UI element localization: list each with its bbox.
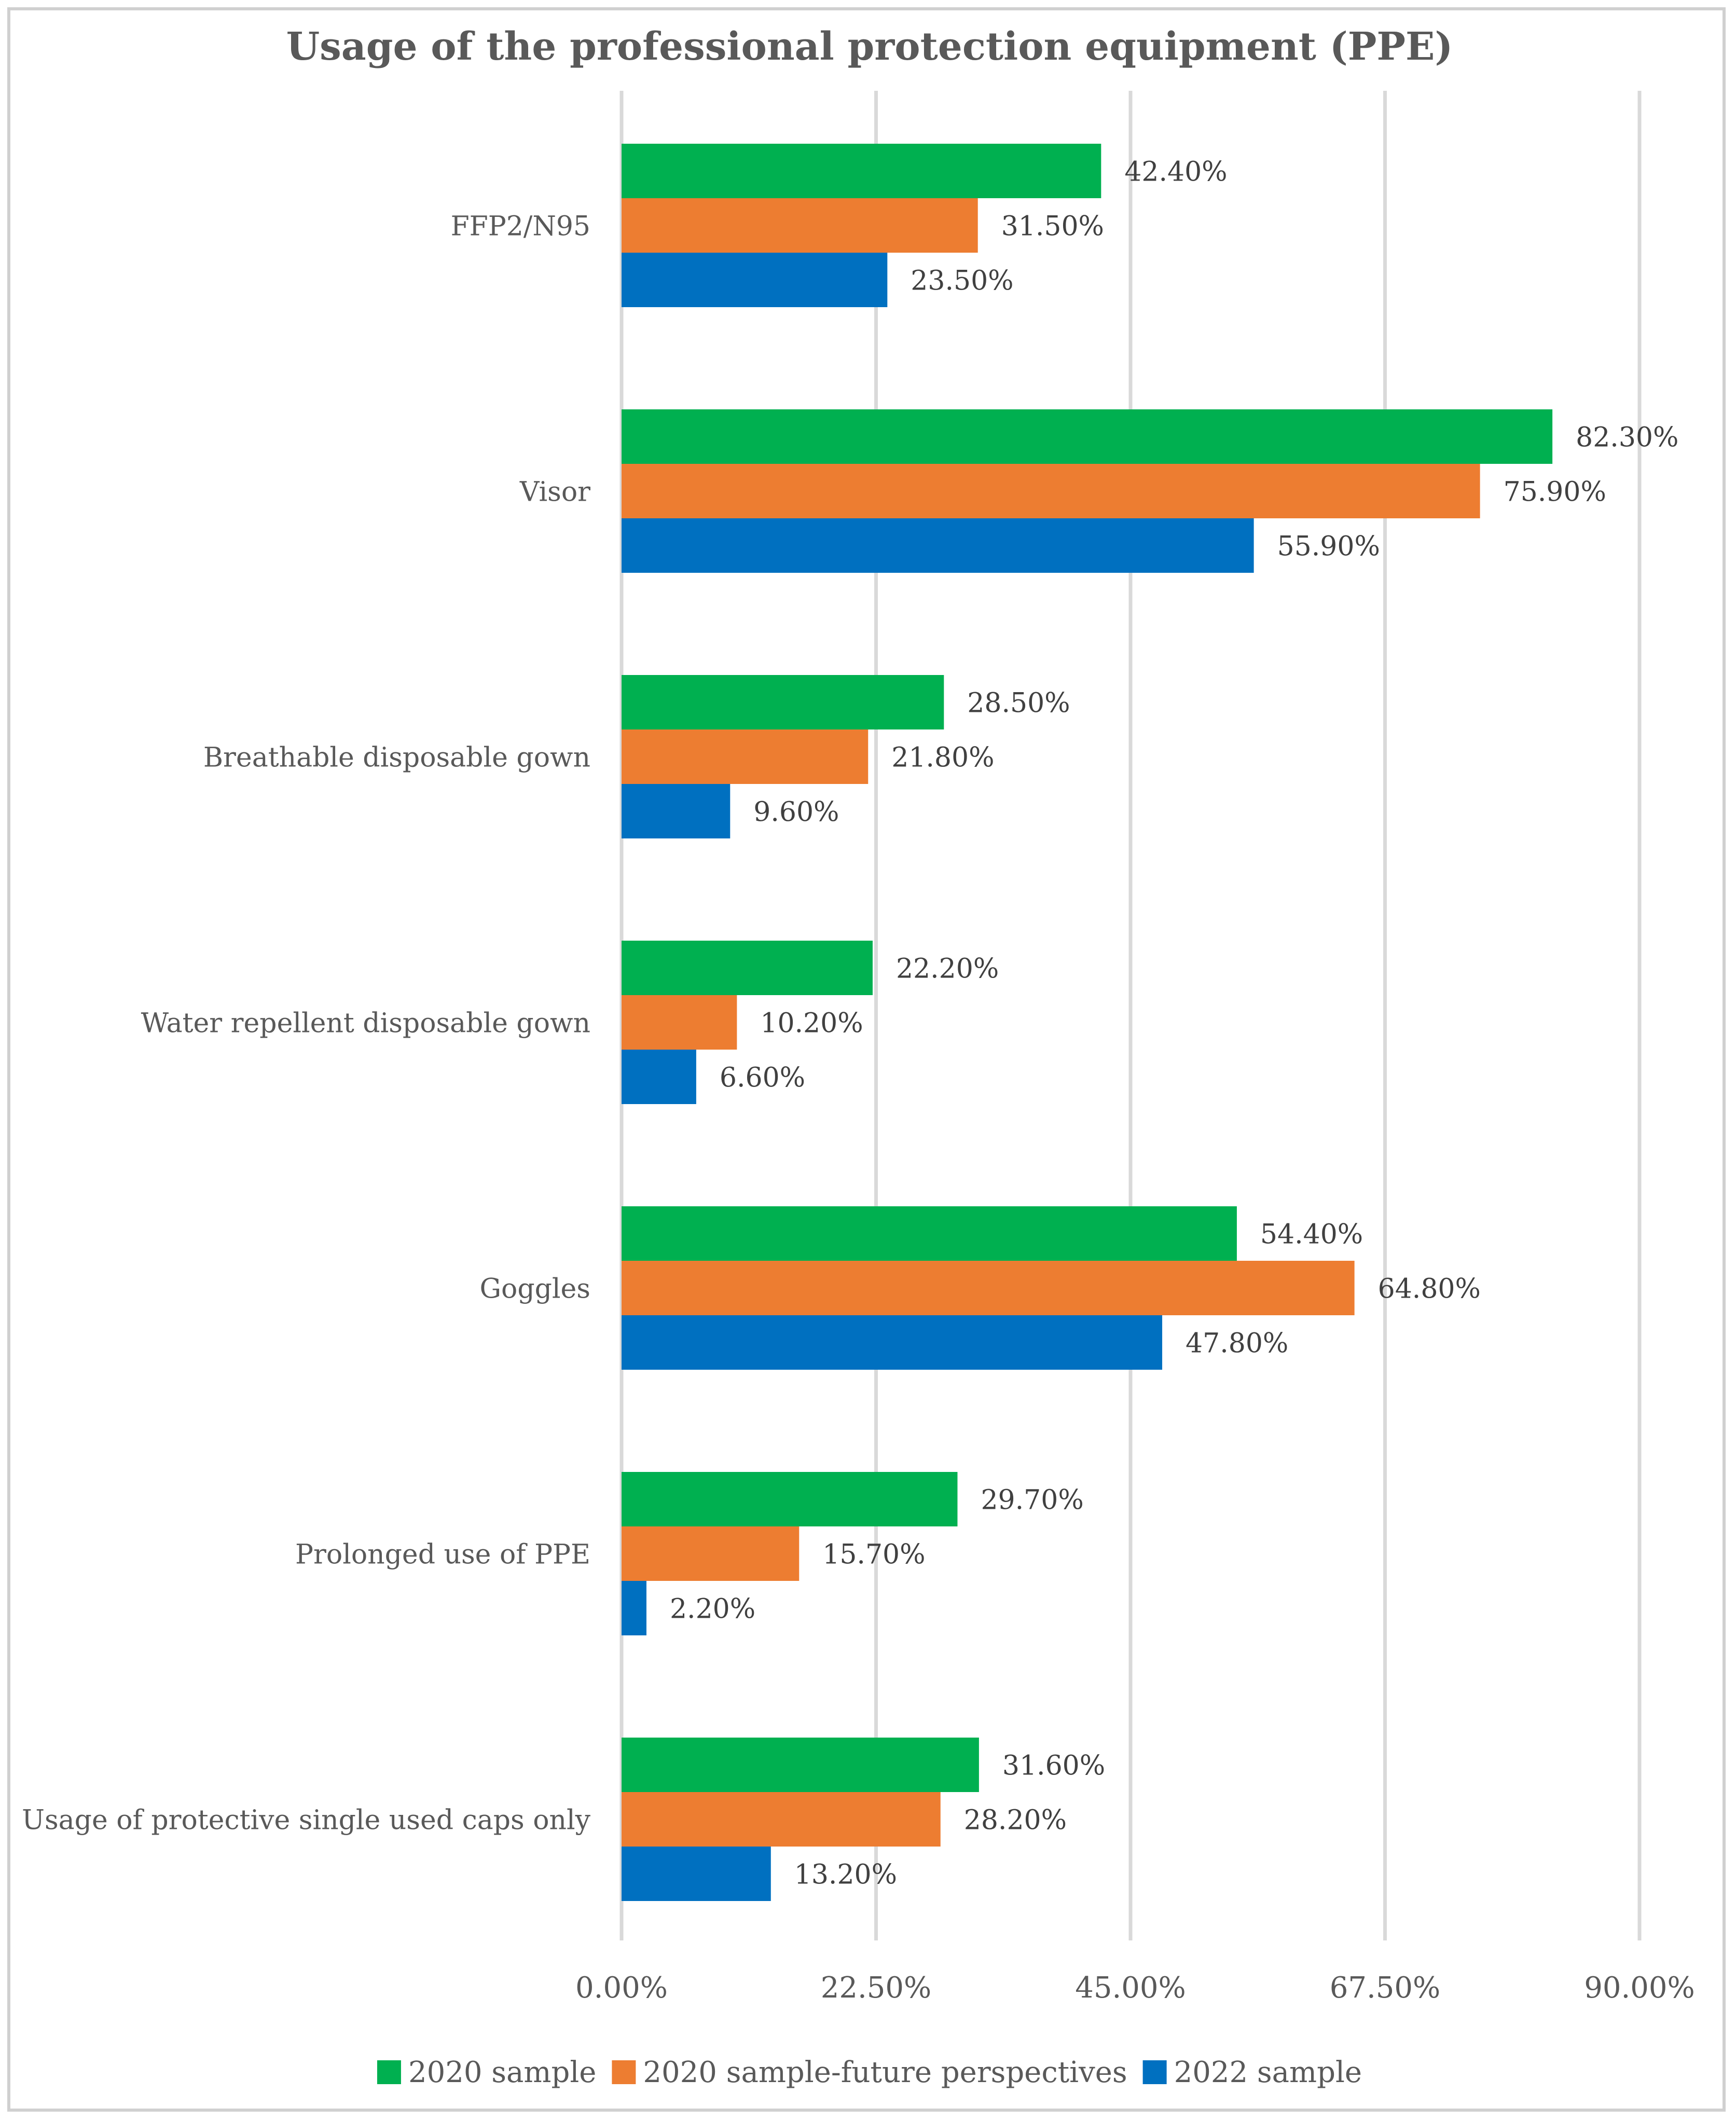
data-label-0-2: 23.50% xyxy=(911,266,1013,297)
bar-0-0 xyxy=(622,144,1101,198)
data-labels: 42.40% 31.50% 23.50% 82.30% 75.90% 55.90% 28.5… xyxy=(670,157,1678,1891)
bar-4-0 xyxy=(622,1206,1237,1261)
bar-5-2 xyxy=(622,1581,646,1635)
legend-label-2: 2022 sample xyxy=(1174,2056,1362,2089)
bar-3-1 xyxy=(622,995,737,1050)
category-labels: FFP2/N95 Visor Breathable disposable gown W… xyxy=(22,211,590,1836)
category-label-1: Visor xyxy=(519,477,590,508)
bar-5-0 xyxy=(622,1472,958,1526)
data-label-5-0: 29.70% xyxy=(981,1485,1083,1516)
x-tick-labels: 0.00% 22.50% 45.00% 67.50% 90.00% xyxy=(575,1971,1695,2005)
x-tick-label-4: 90.00% xyxy=(1584,1971,1695,2005)
category-label-5: Prolonged use of PPE xyxy=(295,1539,590,1571)
data-label-3-0: 22.20% xyxy=(896,954,999,985)
data-label-1-2: 55.90% xyxy=(1277,531,1380,562)
x-tick-label-2: 45.00% xyxy=(1075,1971,1186,2005)
bar-1-1 xyxy=(622,464,1480,518)
bar-2-0 xyxy=(622,675,944,729)
legend-swatch-0 xyxy=(377,2060,401,2084)
legend-label-0: 2020 sample xyxy=(408,2056,596,2089)
bar-0-2 xyxy=(622,253,888,307)
data-label-0-0: 42.40% xyxy=(1124,157,1227,188)
bar-0-1 xyxy=(622,198,978,253)
data-label-4-1: 64.80% xyxy=(1378,1274,1481,1305)
data-label-1-1: 75.90% xyxy=(1504,477,1606,508)
data-label-5-1: 15.70% xyxy=(822,1539,925,1571)
x-tick-label-0: 0.00% xyxy=(575,1971,668,2005)
category-label-3: Water repellent disposable gown xyxy=(141,1008,590,1039)
data-label-2-2: 9.60% xyxy=(753,797,839,828)
x-tick-label-1: 22.50% xyxy=(821,1971,932,2005)
x-tick-label-3: 67.50% xyxy=(1330,1971,1441,2005)
bar-3-2 xyxy=(622,1050,696,1104)
category-label-0: FFP2/N95 xyxy=(451,211,590,242)
bar-4-1 xyxy=(622,1261,1355,1315)
data-label-0-1: 31.50% xyxy=(1001,211,1104,242)
category-label-2: Breathable disposable gown xyxy=(203,742,590,774)
data-label-1-0: 82.30% xyxy=(1576,422,1678,453)
bar-2-2 xyxy=(622,784,731,838)
data-label-6-2: 13.20% xyxy=(794,1860,897,1891)
legend-swatch-2 xyxy=(1142,2060,1167,2084)
legend-swatch-1 xyxy=(612,2060,636,2084)
category-label-6: Usage of protective single used caps onl… xyxy=(22,1805,590,1836)
bar-4-2 xyxy=(622,1315,1163,1370)
data-label-6-0: 31.60% xyxy=(1002,1751,1105,1782)
bar-3-0 xyxy=(622,941,873,995)
data-label-6-1: 28.20% xyxy=(964,1805,1067,1836)
category-label-4: Goggles xyxy=(479,1274,590,1305)
legend-label-1: 2020 sample-future perspectives xyxy=(643,2056,1127,2089)
data-label-4-2: 47.80% xyxy=(1186,1328,1288,1359)
bar-1-0 xyxy=(622,409,1553,464)
data-label-3-2: 6.60% xyxy=(720,1063,805,1094)
data-label-3-1: 10.20% xyxy=(760,1008,863,1039)
data-label-4-0: 54.40% xyxy=(1260,1219,1363,1250)
bar-chart: Usage of the professional protection equ… xyxy=(22,24,1695,2089)
chart-title: Usage of the professional protection equ… xyxy=(286,24,1453,69)
bar-6-2 xyxy=(622,1847,771,1901)
data-label-2-1: 21.80% xyxy=(891,742,994,774)
bar-1-2 xyxy=(622,518,1254,573)
bar-6-0 xyxy=(622,1738,979,1792)
bar-6-1 xyxy=(622,1792,941,1847)
chart-frame: Usage of the professional protection equ… xyxy=(7,7,1726,2112)
data-label-5-2: 2.20% xyxy=(670,1594,755,1625)
bar-5-1 xyxy=(622,1526,800,1581)
legend: 2020 sample 2020 sample-future perspectiv… xyxy=(377,2056,1362,2089)
bar-2-1 xyxy=(622,729,869,784)
data-label-2-0: 28.50% xyxy=(967,688,1070,719)
bars xyxy=(622,144,1553,1901)
